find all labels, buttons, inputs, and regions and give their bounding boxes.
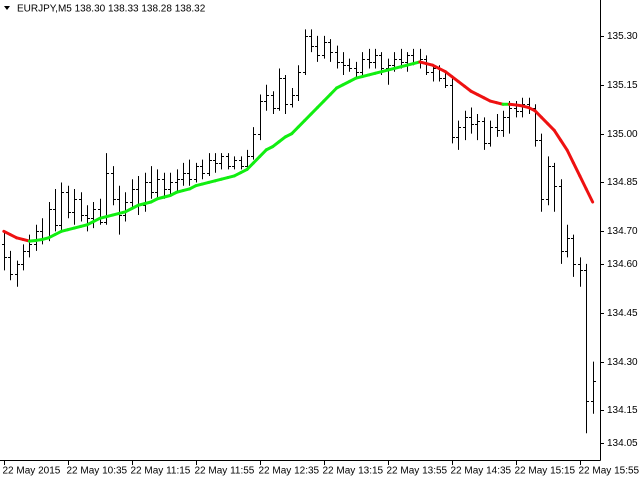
x-tick-label: 22 May 11:15 xyxy=(131,466,191,477)
ma-segment-up xyxy=(251,154,262,165)
x-tick-label: 22 May 2015 xyxy=(3,466,61,477)
ma-segment-up xyxy=(303,112,313,123)
ma-segment-up xyxy=(315,99,326,110)
x-tick-label: 22 May 15:55 xyxy=(579,466,640,477)
chart-title: EURJPY,M5 138.30 138.33 138.28 138.32 xyxy=(17,4,206,15)
ma-segment-down xyxy=(559,138,569,152)
ma-segment-up xyxy=(296,119,307,129)
ma-segment-down xyxy=(578,174,588,191)
ma-segment-down xyxy=(565,148,575,165)
y-tick-label: 135.15 xyxy=(607,80,638,91)
y-tick-label: 135.00 xyxy=(607,129,638,140)
y-tick-label: 134.70 xyxy=(607,226,638,237)
y-tick-label: 134.30 xyxy=(607,357,638,368)
ma-segment-up xyxy=(309,106,319,116)
y-tick-label: 134.85 xyxy=(607,177,638,188)
ma-segment-down xyxy=(546,122,556,132)
x-tick-label: 22 May 13:15 xyxy=(323,466,384,477)
y-tick-label: 134.15 xyxy=(607,405,638,416)
y-tick-label: 134.05 xyxy=(607,438,638,449)
ma-segment-up xyxy=(245,161,255,171)
ma-segment-up xyxy=(290,125,300,136)
y-tick-label: 135.30 xyxy=(607,31,638,42)
menu-arrow[interactable] xyxy=(4,6,10,10)
ma-segment-up xyxy=(328,86,339,97)
x-tick-label: 22 May 13:55 xyxy=(387,466,448,477)
y-tick-label: 134.60 xyxy=(607,259,638,270)
x-tick-label: 22 May 11:55 xyxy=(195,466,255,477)
ma-segment-down xyxy=(539,115,550,126)
x-tick-label: 22 May 15:15 xyxy=(515,466,576,477)
x-tick-label: 22 May 10:35 xyxy=(67,466,128,477)
x-tick-label: 22 May 14:35 xyxy=(451,466,512,477)
x-tick-label: 22 May 12:35 xyxy=(259,466,320,477)
ma-segment-down xyxy=(584,187,595,204)
ma-segment-up xyxy=(258,148,268,158)
ma-segment-down xyxy=(552,128,563,142)
ma-segment-down xyxy=(533,109,543,119)
ma-segment-up xyxy=(322,93,332,103)
ma-segment-down xyxy=(571,161,582,178)
y-tick-label: 134.45 xyxy=(607,308,638,319)
